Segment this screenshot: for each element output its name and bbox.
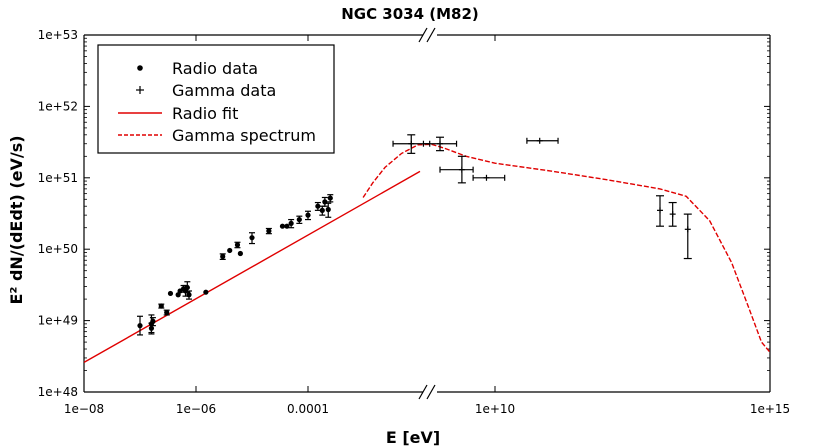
radio-marker	[296, 216, 302, 223]
radio-data-point	[158, 303, 165, 309]
y-tick-label: 1e+53	[38, 28, 78, 42]
radio-marker	[315, 203, 321, 209]
y-tick-label: 1e+49	[38, 314, 78, 328]
radio-data-point	[137, 315, 143, 336]
x-tick-label: 1e−06	[176, 402, 216, 416]
chart-title: NGC 3034 (M82)	[341, 5, 479, 23]
radio-data-point	[237, 250, 243, 257]
gamma-data-point	[683, 213, 692, 260]
x-tick-label: 1e−08	[64, 402, 104, 416]
break-slash-top-1	[418, 27, 428, 43]
gamma-data-point	[668, 201, 677, 227]
radio-data-point	[163, 309, 170, 316]
x-tick-label: 0.0001	[287, 402, 329, 416]
gamma-data-point	[439, 155, 474, 184]
y-tick-label: 1e+50	[38, 242, 78, 256]
radio-data-point	[279, 223, 286, 229]
radio-marker	[203, 289, 209, 295]
radio-marker	[266, 228, 272, 234]
gamma-data-point	[526, 137, 559, 144]
break-slash-bottom-2	[426, 384, 436, 400]
radio-data-point	[227, 247, 233, 254]
gamma-spectrum-curve	[362, 143, 771, 353]
gamma-data-point	[656, 195, 664, 227]
radio-marker	[288, 220, 294, 226]
legend-gamma-data: Gamma data	[172, 81, 276, 100]
x-tick-label: 1e+10	[475, 402, 515, 416]
radio-data-point	[203, 289, 209, 295]
radio-marker	[137, 323, 143, 329]
radio-marker	[184, 284, 190, 291]
break-slash-bottom-1	[418, 384, 428, 400]
radio-data-point	[265, 227, 272, 235]
radio-marker	[220, 253, 226, 260]
radio-data-point	[325, 202, 332, 218]
axis-ticks: 1e+48 1e+49 1e+50 1e+51 1e+52 1e+53 1e−08 1e−06…	[38, 28, 791, 416]
radio-marker	[305, 212, 311, 218]
x-axis-label: E [eV]	[386, 428, 440, 447]
axis-break-marks	[418, 27, 436, 400]
radio-data-point	[186, 290, 193, 300]
legend-radio-data: Radio data	[172, 59, 258, 78]
radio-marker	[164, 309, 170, 316]
y-tick-label: 1e+52	[38, 99, 78, 113]
legend-gamma-spectrum: Gamma spectrum	[172, 126, 316, 145]
radio-marker	[325, 206, 331, 213]
radio-marker	[237, 250, 243, 257]
radio-data-point	[327, 194, 334, 203]
legend-dot-icon	[137, 65, 143, 71]
radio-data-point	[149, 317, 156, 327]
radio-marker	[167, 290, 174, 297]
legend-radio-fit: Radio fit	[172, 104, 238, 123]
radio-marker	[186, 292, 192, 298]
radio-marker	[148, 325, 155, 331]
radio-data-point	[249, 232, 255, 245]
x-tick-label: 1e+15	[750, 402, 790, 416]
radio-data-point	[288, 218, 295, 229]
radio-marker	[279, 223, 286, 229]
radio-marker	[327, 195, 333, 201]
radio-marker	[158, 303, 164, 309]
radio-marker	[150, 318, 156, 324]
plot-frame	[83, 34, 771, 393]
gamma-data-point	[422, 136, 458, 152]
legend: Radio data Gamma data Radio fit Gamma sp…	[97, 44, 335, 154]
radio-marker	[234, 242, 241, 248]
y-tick-label: 1e+48	[38, 385, 78, 399]
y-tick-label: 1e+51	[38, 171, 78, 185]
radio-marker	[227, 247, 233, 254]
break-slash-top-2	[426, 27, 436, 43]
radio-marker	[319, 207, 325, 213]
radio-data-point	[219, 253, 226, 260]
radio-data-point	[305, 210, 311, 221]
radio-marker	[249, 235, 255, 241]
radio-data-point	[234, 241, 241, 249]
radio-data-point	[296, 215, 303, 224]
radio-data-point	[167, 290, 174, 297]
data-points	[137, 134, 692, 336]
legend-plus-icon	[136, 86, 144, 94]
y-axis-label: E² dN/(dEdt) (eV/s)	[7, 135, 26, 304]
gamma-data-point	[472, 174, 506, 181]
